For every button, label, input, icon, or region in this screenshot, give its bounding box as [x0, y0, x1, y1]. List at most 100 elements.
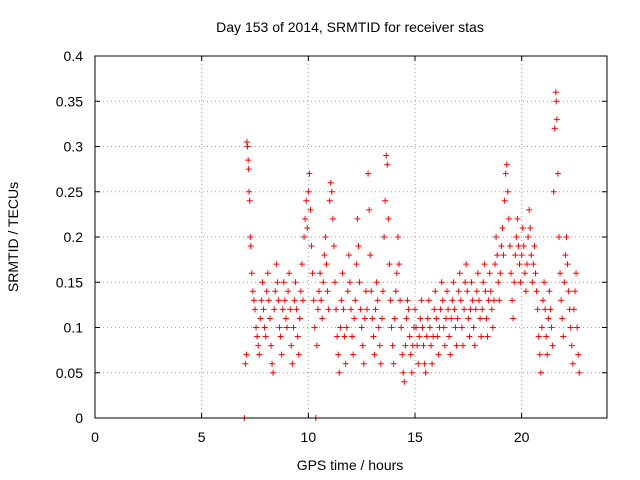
data-point	[506, 243, 513, 250]
data-point	[372, 306, 379, 313]
data-point	[452, 324, 459, 331]
data-point	[351, 315, 358, 322]
data-point	[293, 306, 300, 313]
y-tick-label: 0.25	[56, 184, 83, 200]
data-point	[413, 324, 420, 331]
data-point	[376, 342, 383, 349]
data-point	[532, 270, 539, 277]
data-point	[546, 288, 553, 295]
data-point	[305, 188, 312, 195]
y-tick-label: 0	[75, 410, 83, 426]
data-point	[370, 333, 377, 340]
data-point	[320, 279, 327, 286]
data-point	[362, 288, 369, 295]
data-point	[516, 261, 523, 268]
data-point	[311, 324, 318, 331]
data-point	[528, 252, 535, 259]
data-point	[504, 188, 511, 195]
data-point	[515, 243, 522, 250]
data-point	[569, 360, 576, 367]
data-point	[366, 206, 373, 213]
data-point	[573, 270, 580, 277]
data-point	[461, 306, 468, 313]
data-point	[574, 324, 581, 331]
data-point	[288, 342, 295, 349]
data-point	[249, 288, 256, 295]
data-point	[277, 333, 284, 340]
data-point	[386, 261, 393, 268]
data-point	[345, 252, 352, 259]
data-point	[270, 369, 277, 376]
data-point	[289, 360, 296, 367]
x-tick-label: 0	[91, 429, 99, 445]
data-point	[404, 297, 411, 304]
data-point	[451, 306, 458, 313]
data-point	[431, 306, 438, 313]
data-point	[291, 297, 298, 304]
data-point	[368, 288, 375, 295]
data-point	[551, 125, 558, 132]
data-point	[458, 324, 465, 331]
data-point	[559, 315, 566, 322]
data-point	[490, 297, 497, 304]
data-point	[357, 306, 364, 313]
data-point	[260, 306, 267, 313]
data-point	[280, 279, 287, 286]
data-point	[243, 138, 250, 145]
y-tick-label: 0.35	[56, 93, 83, 109]
data-point	[281, 297, 288, 304]
data-point	[428, 342, 434, 349]
data-point	[471, 342, 478, 349]
data-point	[396, 261, 402, 268]
data-point	[419, 324, 426, 331]
data-point	[488, 306, 495, 313]
data-point	[323, 261, 330, 268]
data-point	[340, 306, 347, 313]
data-point	[261, 324, 268, 331]
data-point	[503, 161, 510, 168]
data-point	[549, 342, 556, 349]
data-point	[384, 161, 391, 168]
data-point	[302, 215, 309, 222]
data-point	[274, 279, 281, 286]
data-point	[548, 324, 555, 331]
data-point	[342, 360, 349, 367]
data-point	[466, 333, 473, 340]
data-point	[401, 378, 408, 385]
x-tick-label: 10	[301, 429, 317, 445]
data-point	[482, 288, 489, 295]
data-point	[425, 297, 432, 304]
data-point	[290, 324, 297, 331]
data-point	[265, 297, 272, 304]
data-point	[285, 288, 292, 295]
data-point	[438, 279, 445, 286]
x-axis-label: GPS time / hours	[297, 457, 404, 473]
data-point	[446, 333, 453, 340]
y-axis-label: SRMTID / TECUs	[5, 182, 21, 292]
data-point	[553, 98, 560, 105]
data-point	[325, 306, 332, 313]
data-point	[344, 288, 351, 295]
data-point	[374, 297, 381, 304]
data-point	[477, 315, 484, 322]
data-point	[499, 224, 506, 231]
data-point	[470, 324, 477, 331]
data-point	[500, 252, 507, 259]
data-point	[469, 297, 476, 304]
data-point	[352, 297, 359, 304]
data-point	[441, 342, 448, 349]
data-point	[296, 315, 303, 322]
x-tick-label: 20	[514, 429, 530, 445]
data-point	[365, 170, 372, 177]
data-point	[407, 351, 414, 358]
data-point	[264, 270, 271, 277]
data-point	[484, 333, 491, 340]
data-point	[247, 234, 254, 240]
data-point	[246, 197, 253, 204]
data-point	[426, 324, 433, 331]
data-point	[456, 270, 463, 277]
y-tick-label: 0.3	[64, 139, 84, 155]
data-point	[278, 351, 285, 358]
data-point	[552, 89, 559, 96]
x-tick-label: 5	[198, 429, 206, 445]
